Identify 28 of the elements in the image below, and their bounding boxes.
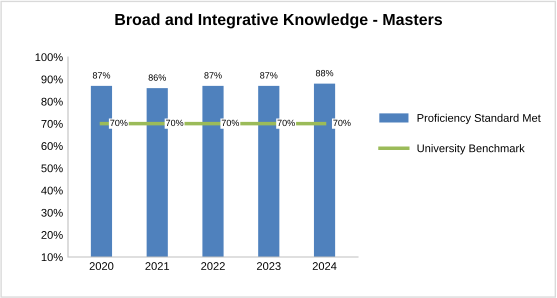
data-label: 70% (166, 120, 184, 126)
x-tick-label: 2023 (256, 262, 281, 270)
y-tick-label: 100% (36, 53, 63, 62)
data-label: 87% (92, 72, 110, 79)
y-tick-label: 90% (41, 75, 63, 84)
data-label: 87% (260, 72, 278, 79)
y-tick-label: 60% (41, 142, 63, 150)
y-tick-label: 30% (41, 208, 63, 217)
y-tick-label: 70% (41, 120, 63, 128)
y-tick-label: 50% (41, 164, 63, 172)
x-tick-label: 2020 (90, 262, 114, 270)
legend-label: Proficiency Standard Met (418, 114, 541, 124)
data-label: 88% (316, 70, 334, 76)
data-label: 87% (204, 72, 222, 79)
y-tick-label: 40% (41, 186, 63, 194)
y-tick-label: 20% (41, 231, 63, 239)
legend-label: University Benchmark (418, 144, 525, 154)
data-label: 70% (278, 120, 295, 126)
chart-title: Broad and Integrative Knowledge - Masters (115, 13, 442, 28)
x-tick-label: 2024 (312, 262, 337, 270)
data-label: 86% (148, 74, 166, 81)
x-tick-label: 2021 (145, 262, 170, 270)
data-label: 70% (222, 120, 240, 126)
data-label: 70% (333, 120, 351, 126)
data-label: 70% (110, 120, 128, 126)
x-tick-label: 2022 (201, 262, 225, 270)
y-tick-label: 10% (42, 253, 63, 262)
y-tick-label: 80% (41, 98, 63, 106)
